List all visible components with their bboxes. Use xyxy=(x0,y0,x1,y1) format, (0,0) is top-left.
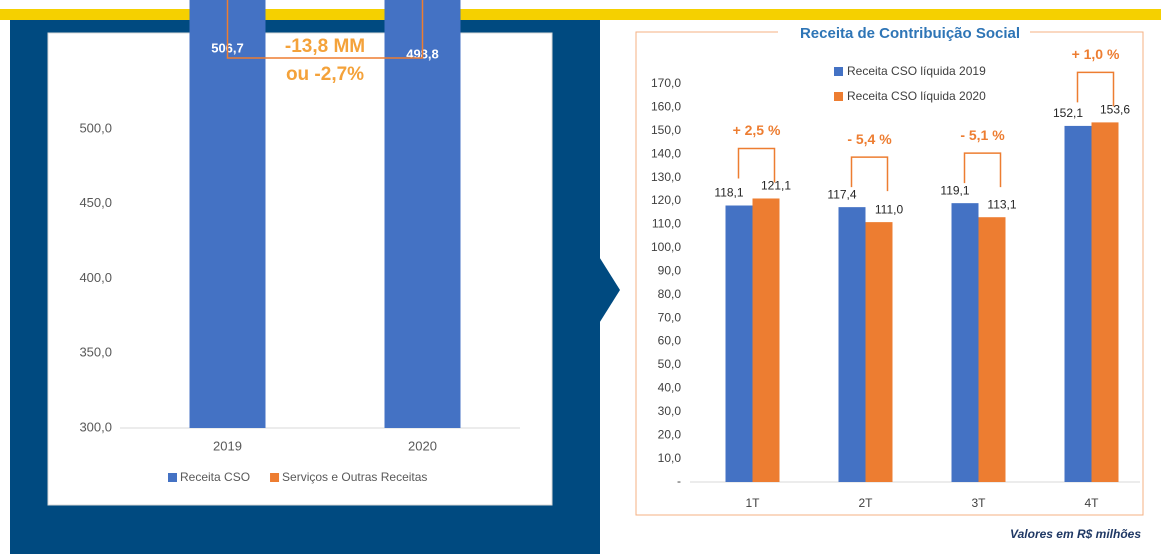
legend-label: Receita CSO líquida 2019 xyxy=(847,64,986,78)
y-tick-label: 60,0 xyxy=(658,334,682,348)
x-tick-label: 4T xyxy=(1084,496,1099,510)
x-tick-label: 1T xyxy=(745,496,760,510)
y-tick-label: 170,0 xyxy=(651,76,681,90)
y-tick-label: 10,0 xyxy=(658,451,682,465)
x-tick-label: 2T xyxy=(858,496,873,510)
x-tick-label: 2019 xyxy=(213,438,242,453)
bar xyxy=(951,203,979,482)
note: Valores em R$ milhões xyxy=(1010,527,1141,541)
bar xyxy=(1064,125,1092,483)
annotation: + 2,5 % xyxy=(733,122,781,138)
bar xyxy=(1091,122,1119,482)
y-tick-label: 70,0 xyxy=(658,310,682,324)
y-tick-label: 160,0 xyxy=(651,100,681,114)
legend-swatch xyxy=(834,67,843,76)
y-tick-label: 450,0 xyxy=(79,195,112,210)
y-tick-label: 80,0 xyxy=(658,287,682,301)
annotation: - 5,4 % xyxy=(847,131,892,147)
bracket xyxy=(737,147,776,183)
data-label: 119,1 xyxy=(940,183,969,197)
y-tick-label: 120,0 xyxy=(651,193,681,207)
y-tick-label: 90,0 xyxy=(658,263,682,277)
y-tick-label: 100,0 xyxy=(651,240,681,254)
y-tick-label: 300,0 xyxy=(79,419,112,434)
y-tick-label: 130,0 xyxy=(651,170,681,184)
legend-swatch xyxy=(270,473,280,482)
bar xyxy=(865,222,893,483)
annotation: + 1,0 % xyxy=(1072,46,1120,62)
annotation: ou -2,7% xyxy=(286,64,364,85)
bar xyxy=(838,207,866,483)
top-bar xyxy=(0,9,1161,20)
bracket xyxy=(226,0,424,59)
y-tick-label: 20,0 xyxy=(658,427,682,441)
bar xyxy=(978,217,1006,482)
data-label: 117,4 xyxy=(827,187,856,201)
data-label: 111,0 xyxy=(875,202,904,216)
bracket xyxy=(850,156,889,192)
y-tick-label: - xyxy=(677,474,681,488)
legend-swatch xyxy=(168,473,177,482)
bracket xyxy=(1076,71,1115,107)
data-label: 113,1 xyxy=(987,197,1016,211)
annotation: - 5,1 % xyxy=(960,127,1005,143)
legend-swatch xyxy=(834,92,843,101)
y-tick-label: 40,0 xyxy=(658,381,682,395)
annotation: -13,8 MM xyxy=(285,36,365,57)
y-tick-label: 140,0 xyxy=(651,146,681,160)
bar-segment xyxy=(384,0,461,428)
title-background xyxy=(778,22,1030,46)
bar xyxy=(725,205,753,482)
bar xyxy=(752,198,780,483)
y-tick-label: 50,0 xyxy=(658,357,682,371)
y-tick-label: 110,0 xyxy=(652,217,681,231)
y-tick-label: 400,0 xyxy=(79,270,112,285)
bar-segment xyxy=(189,0,266,428)
x-tick-label: 2020 xyxy=(408,438,437,453)
legend-label: Receita CSO xyxy=(180,470,250,484)
y-tick-label: 350,0 xyxy=(79,345,112,360)
bracket xyxy=(963,152,1002,188)
legend-label: Serviços e Outras Receitas xyxy=(282,470,427,484)
y-tick-label: 150,0 xyxy=(651,123,681,137)
left-chart-area xyxy=(47,32,553,506)
x-tick-label: 3T xyxy=(971,496,986,510)
chart-title: Receita de Contribuição Social xyxy=(800,25,1020,42)
data-label: 118,1 xyxy=(714,186,743,200)
data-label: 121,1 xyxy=(761,179,791,193)
chevron xyxy=(598,255,620,325)
y-tick-label: 30,0 xyxy=(658,404,682,418)
y-tick-label: 500,0 xyxy=(79,120,112,135)
data-label: 153,6 xyxy=(1100,103,1130,117)
legend-label: Receita CSO líquida 2020 xyxy=(847,89,986,103)
data-label: 152,1 xyxy=(1053,106,1083,120)
